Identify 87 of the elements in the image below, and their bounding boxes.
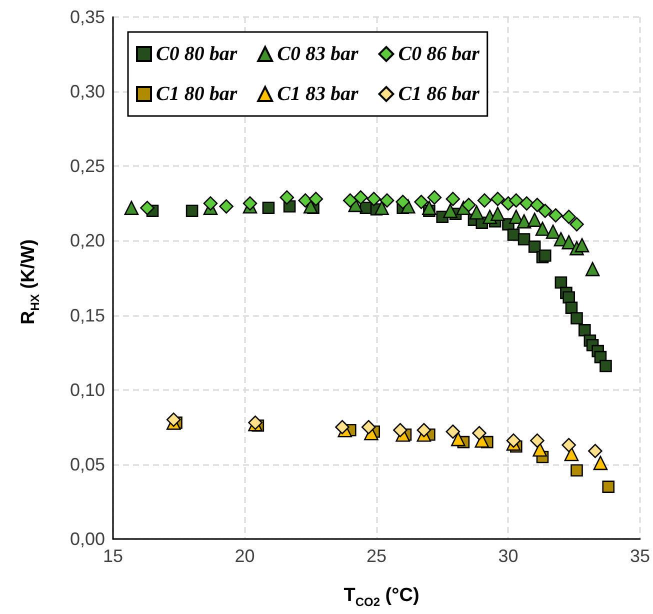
y-tick-label: 0,05 [70,454,105,474]
point [490,192,505,206]
x-tick-label: 35 [630,546,650,566]
point [374,200,389,216]
point [361,420,376,434]
point [593,456,608,470]
x-tick-label: 25 [366,546,387,566]
point [354,190,368,205]
point [530,198,544,212]
point [393,422,408,438]
point [562,210,576,224]
point [469,205,484,220]
point [242,196,258,211]
legend-label: C0 80 bar [156,43,238,65]
point [564,446,579,462]
point [462,198,476,212]
point [490,206,505,222]
point [166,412,181,427]
point [451,432,466,446]
point [140,200,154,216]
point [600,360,612,372]
y-tick-label: 0,15 [70,305,105,326]
legend-label: C1 80 bar [156,83,238,105]
point [342,193,358,208]
x-axis-title: T$_{CO2}$ (°C) [342,585,420,609]
point [472,426,486,440]
point [380,193,394,208]
point [366,192,382,206]
y-tick-label: 0,20 [70,230,105,251]
point [570,464,583,477]
point [538,249,552,262]
point [422,200,436,216]
x-tick-label: 15 [102,546,124,566]
point [562,291,575,304]
point [565,302,578,314]
point [538,204,552,218]
point [308,192,324,206]
point [516,214,532,228]
y-tick-label: 0,30 [70,82,105,102]
point [602,480,615,493]
legend-label: C1 86 bar [398,83,480,105]
point [416,422,432,438]
point [518,233,530,246]
point [530,433,544,448]
point [528,240,541,253]
x-tick-label: 20 [234,546,255,566]
point [548,208,563,223]
point [570,217,584,232]
point [546,224,560,239]
point [574,238,590,252]
point [506,433,521,448]
point [335,420,350,434]
y-tick-label: 0,25 [70,156,105,176]
point [562,438,576,452]
point [570,312,583,324]
point [578,324,591,336]
x-tick-label: 30 [498,546,518,566]
point [280,190,294,205]
point [507,228,520,241]
point [520,196,534,211]
point [396,194,410,210]
point [427,190,442,205]
point [443,204,458,218]
point [186,204,198,218]
point [203,196,218,211]
legend-label: C1 83 bar [277,83,358,105]
y-tick-label: 0,10 [70,380,105,400]
point [124,200,139,216]
point [508,210,524,224]
point [477,193,492,208]
point [562,235,576,250]
point [527,212,542,227]
legend-label: C0 86 bar [398,43,480,65]
point [262,202,275,214]
point [414,194,428,210]
point [446,424,460,439]
y-tick-label: 0,00 [70,529,105,549]
y-tick-label: 0,35 [70,7,105,27]
point [535,222,550,236]
point [588,444,602,458]
point [298,193,312,208]
legend-label: C0 83 bar [277,43,358,65]
point [532,442,548,457]
point [446,192,460,206]
point [585,262,600,276]
point [508,193,524,208]
point [219,199,234,214]
